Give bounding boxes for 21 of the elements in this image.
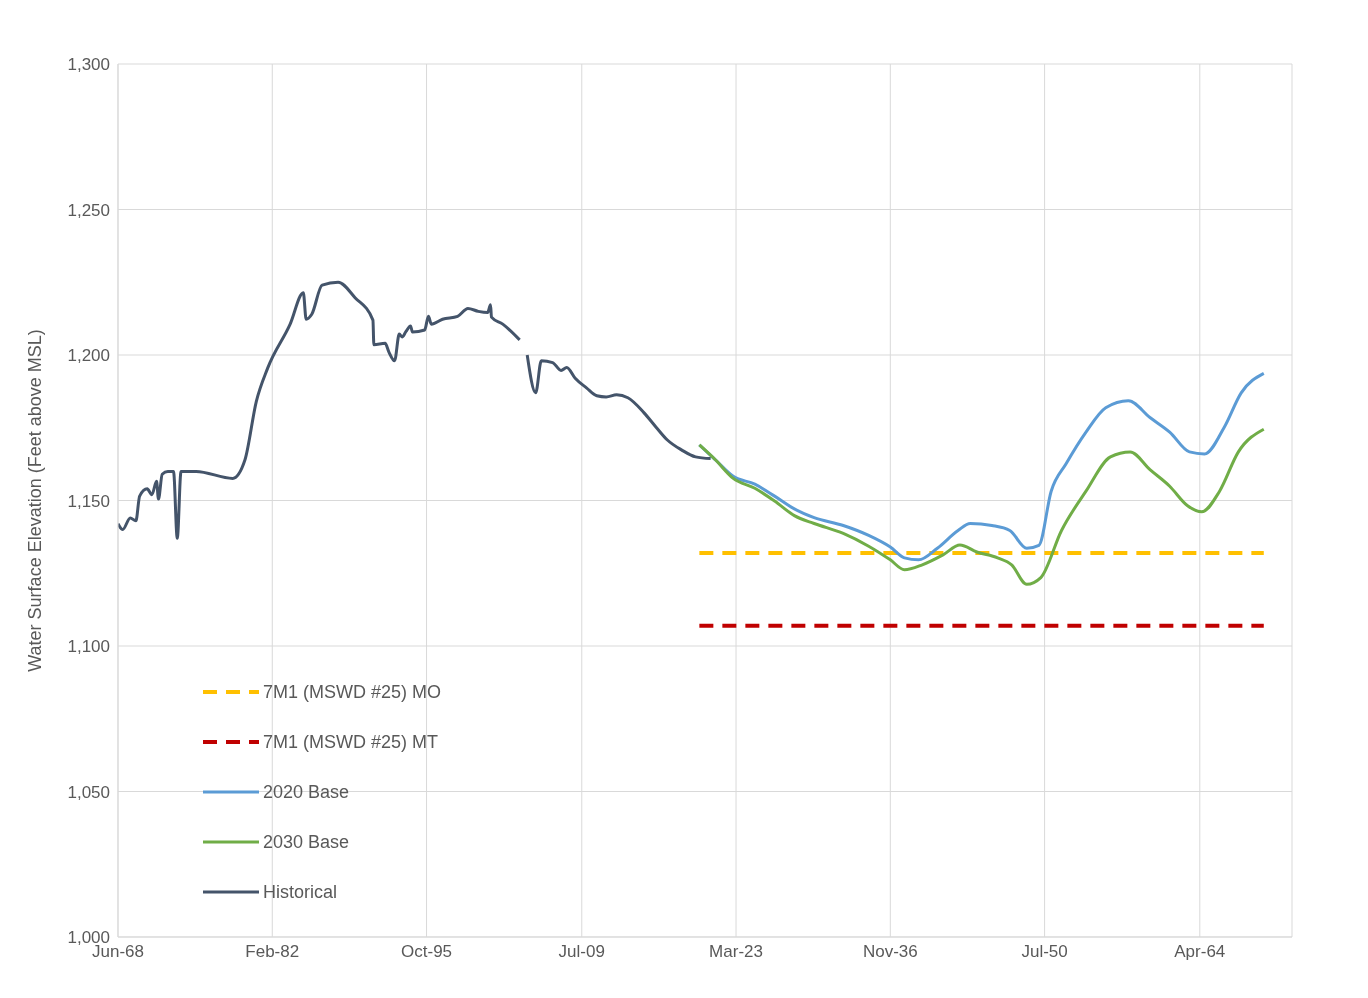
legend-label: 7M1 (MSWD #25) MO [263,681,442,703]
legend-label: Historical [263,881,338,903]
y-axis-title: Water Surface Elevation (Feet above MSL) [25,329,46,672]
y-tick-label: 1,250 [67,200,110,220]
y-tick-label: 1,100 [67,637,110,657]
legend-label: 2030 Base [263,831,350,853]
y-tick-label: 1,150 [67,491,110,511]
x-tick-label: Apr-64 [1174,942,1226,962]
y-tick-label: 1,050 [67,782,110,802]
x-tick-label: Jun-68 [92,942,144,962]
x-tick-label: Feb-82 [245,942,300,962]
line-series [697,427,1266,586]
y-tick-label: 1,300 [67,55,110,75]
legend-label: 2020 Base [263,781,350,803]
x-tick-label: Jul-09 [558,942,605,962]
x-tick-label: Nov-36 [862,942,918,962]
y-tick-label: 1,200 [67,346,110,366]
x-tick-label: Mar-23 [709,942,763,962]
x-tick-label: Oct-95 [401,942,453,962]
legend-label: 7M1 (MSWD #25) MT [263,731,439,753]
x-tick-label: Jul-50 [1021,942,1068,962]
